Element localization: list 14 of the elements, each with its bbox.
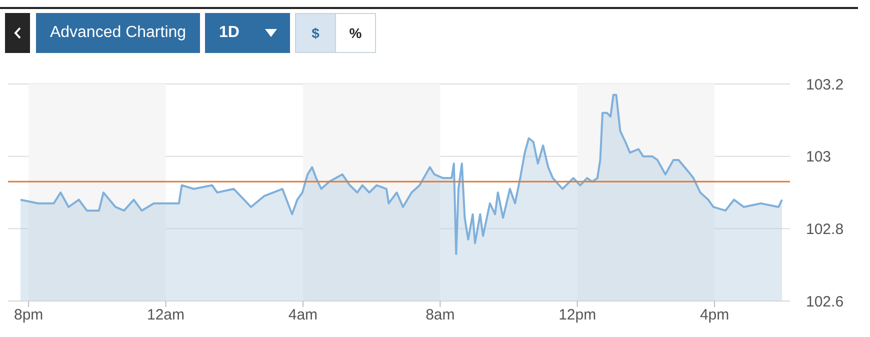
y-tick-label: 102.8 [806,220,844,238]
x-tick-label: 8pm [14,306,44,324]
x-tick-label: 8am [426,306,455,324]
x-tick-label: 12am [147,306,185,324]
text: % [335,13,376,53]
text: 1D [219,24,240,42]
y-tick-label: 103 [806,148,832,166]
x-tick-label: 12pm [558,306,596,324]
text: Advanced Charting [36,13,200,53]
x-tick-label: 4pm [700,306,730,324]
text: $ [295,13,336,53]
y-tick-label: 103.2 [806,76,844,94]
y-tick-label: 102.6 [806,293,844,310]
x-tick-label: 4am [288,306,318,324]
